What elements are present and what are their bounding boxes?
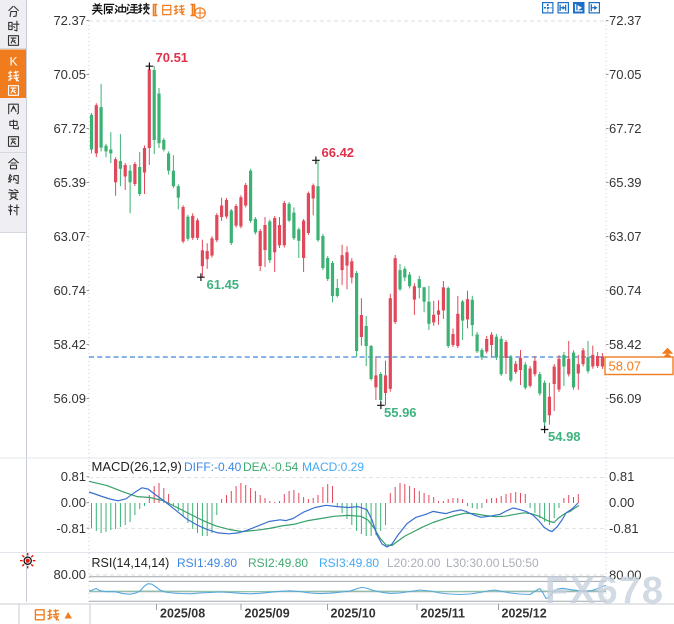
svg-text:L20:20.00: L20:20.00	[387, 556, 441, 570]
svg-text:61.45: 61.45	[207, 277, 240, 292]
svg-text:RSI3:49.80: RSI3:49.80	[319, 556, 379, 570]
svg-text:RSI1:49.80: RSI1:49.80	[177, 556, 237, 570]
svg-text:DEA:-0.54: DEA:-0.54	[243, 460, 299, 474]
svg-text:RSI2:49.80: RSI2:49.80	[248, 556, 308, 570]
svg-text:80.00: 80.00	[53, 567, 86, 582]
svg-text:DIFF:-0.40: DIFF:-0.40	[184, 460, 242, 474]
svg-text:54.98: 54.98	[548, 429, 581, 444]
svg-text:63.07: 63.07	[53, 229, 86, 244]
svg-text:2025/08: 2025/08	[160, 607, 205, 621]
svg-text:-0.81: -0.81	[609, 521, 639, 536]
svg-text:FX678: FX678	[545, 570, 664, 612]
svg-text:0.00: 0.00	[61, 495, 86, 510]
svg-text:K: K	[9, 55, 17, 69]
svg-text:56.09: 56.09	[53, 391, 86, 406]
svg-text:-0.81: -0.81	[56, 521, 86, 536]
svg-text:63.07: 63.07	[609, 229, 642, 244]
svg-text:MACD(26,12,9): MACD(26,12,9)	[92, 459, 182, 474]
svg-text:66.42: 66.42	[322, 145, 355, 160]
svg-text:65.39: 65.39	[53, 175, 86, 190]
svg-text:RSI(14,14,14): RSI(14,14,14)	[92, 556, 170, 570]
svg-text:58.07: 58.07	[609, 359, 642, 374]
svg-text:60.74: 60.74	[53, 283, 86, 298]
svg-text:70.51: 70.51	[156, 50, 189, 65]
svg-text:60.74: 60.74	[609, 283, 642, 298]
svg-text:70.05: 70.05	[53, 67, 86, 82]
svg-text:0.81: 0.81	[609, 469, 634, 484]
svg-text:72.37: 72.37	[53, 13, 86, 28]
svg-text:L30:30.00: L30:30.00	[446, 556, 500, 570]
svg-text:56.09: 56.09	[609, 391, 642, 406]
svg-text:0.81: 0.81	[61, 469, 86, 484]
svg-text:2025/12: 2025/12	[502, 607, 547, 621]
svg-text:80.00: 80.00	[609, 568, 642, 583]
svg-text:65.39: 65.39	[609, 175, 642, 190]
svg-text:70.05: 70.05	[609, 67, 642, 82]
svg-text:2025/09: 2025/09	[245, 607, 290, 621]
svg-text:2025/10: 2025/10	[331, 607, 376, 621]
svg-text:MACD:0.29: MACD:0.29	[302, 460, 364, 474]
svg-text:72.37: 72.37	[609, 13, 642, 28]
svg-text:67.72: 67.72	[609, 121, 642, 136]
svg-text:67.72: 67.72	[53, 121, 86, 136]
svg-text:58.42: 58.42	[609, 337, 642, 352]
svg-text:L50:50: L50:50	[502, 556, 539, 570]
svg-text:0.00: 0.00	[609, 495, 634, 510]
svg-text:2025/11: 2025/11	[421, 607, 466, 621]
svg-text:55.96: 55.96	[384, 405, 417, 420]
svg-text:58.42: 58.42	[53, 337, 86, 352]
